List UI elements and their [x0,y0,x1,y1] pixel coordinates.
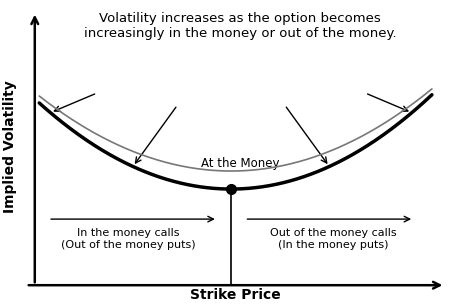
Text: In the money calls
(Out of the money puts): In the money calls (Out of the money put… [61,228,196,250]
Text: Strike Price: Strike Price [190,288,281,302]
Text: At the Money: At the Money [201,157,279,170]
Text: Volatility increases as the option becomes
increasingly in the money or out of t: Volatility increases as the option becom… [84,12,396,40]
Text: Implied Volatility: Implied Volatility [3,80,17,213]
Text: Out of the money calls
(In the money puts): Out of the money calls (In the money put… [271,228,397,250]
